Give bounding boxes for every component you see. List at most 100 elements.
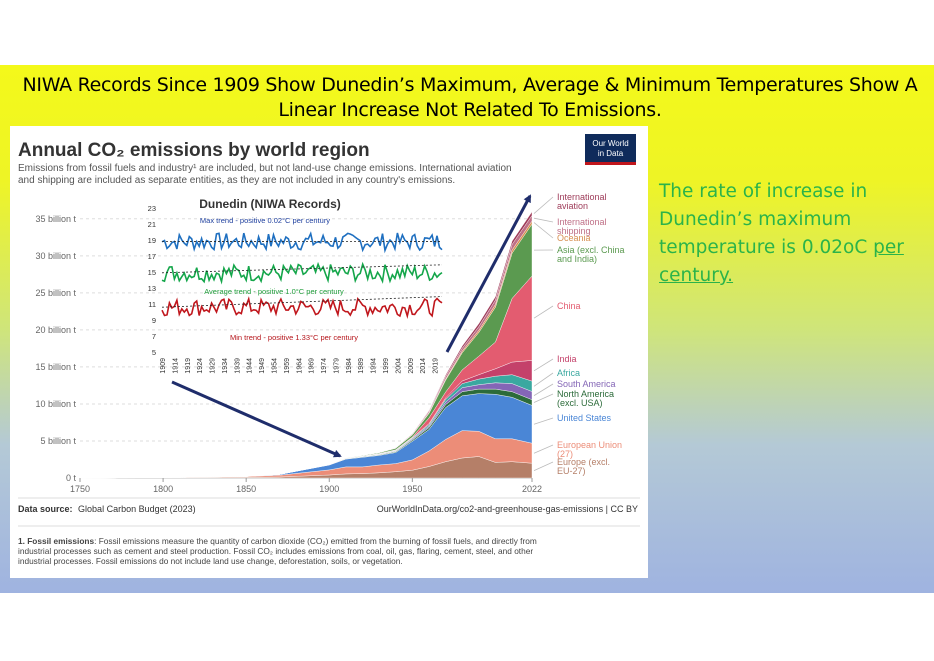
x-tick-label: 1800	[153, 484, 173, 494]
dunedin-inset-chart: Dunedin (NIWA Records) 5 7 9 11 13 15 17 19 21 23…	[148, 197, 443, 374]
inset-trend-average	[161, 264, 443, 274]
inset-x-tick-label: 1984	[346, 358, 353, 374]
inset-x-tick-label: 2014	[420, 358, 427, 374]
inset-y-tick-label: 23	[148, 204, 156, 213]
inset-x-tick-label: 1964	[296, 358, 303, 374]
legend-connector	[533, 222, 554, 239]
inset-x-tick-label: 1999	[383, 358, 390, 374]
inset-x-tick-label: 1944	[247, 358, 254, 374]
inset-x-tick-label: 1974	[321, 358, 328, 374]
legend-china: China	[557, 301, 581, 311]
footnote-text-1: : Fossil emissions measure the quantity …	[94, 536, 537, 546]
inset-line-min	[161, 296, 443, 319]
inset-temperature-lines	[161, 231, 443, 319]
inset-y-tick-label: 7	[152, 332, 156, 341]
x-axis-ticks: 1750 1800 1850 1900 1950 2022	[70, 478, 542, 494]
inset-x-tick-label: 1924	[197, 358, 204, 374]
region-legend: International aviation International shippi…	[533, 192, 625, 476]
inset-x-tick-label: 1919	[185, 358, 192, 374]
legend-connector	[533, 461, 554, 471]
legend-connector	[533, 305, 554, 319]
y-tick-label: 20 billion t	[35, 325, 76, 335]
legend-oceania: Oceania	[557, 233, 591, 243]
footnote-line-1: 1. Fossil emissions: Fossil emissions me…	[18, 536, 537, 546]
x-tick-label: 1850	[236, 484, 256, 494]
inset-y-tick-label: 21	[148, 220, 156, 229]
footnote-line-2: industrial processes such as cement and …	[18, 546, 533, 556]
inset-x-tick-label: 1939	[234, 358, 241, 374]
y-axis-ticks: 0 t 5 billion t 10 billion t 15 billion t 20…	[35, 214, 76, 483]
source-line: Data source: Global Carbon Budget (2023)	[18, 504, 196, 514]
inset-y-tick-label: 9	[152, 316, 156, 325]
x-tick-label: 1900	[319, 484, 339, 494]
inset-y-tick-label: 17	[148, 252, 156, 261]
owid-logo-line-1: Our World	[592, 139, 628, 148]
inset-y-tick-label: 5	[152, 348, 156, 357]
inset-x-tick-label: 1954	[272, 358, 279, 374]
legend-asia-excl-china-and-india: Asia (excl. China and India)	[557, 245, 625, 264]
legend-connector	[533, 217, 554, 223]
inset-x-tick-label: 2009	[408, 358, 415, 374]
legend-international-shipping: International shipping	[557, 217, 607, 236]
inset-x-tick-label: 1929	[210, 358, 217, 374]
inset-x-tick-label: 2004	[395, 358, 402, 374]
side-text-underlined: per century.	[659, 237, 904, 286]
legend-connector	[533, 196, 554, 214]
legend-india: India	[557, 354, 577, 364]
inset-trend-min	[161, 296, 443, 308]
stacked-areas	[79, 211, 533, 479]
legend-connector	[533, 444, 554, 454]
average-trend-annotation: Average trend - positive 1.0°C per centu…	[204, 287, 344, 296]
legend-international-aviation: International aviation	[557, 192, 607, 211]
source-value: Global Carbon Budget (2023)	[78, 504, 196, 514]
arrow-to-1909	[171, 380, 342, 458]
x-tick-label: 2022	[522, 484, 542, 494]
side-annotation: The rate of increase in Dunedin’s maximu…	[659, 178, 919, 290]
inset-x-ticks: 1909 1914 1919 1924 1929 1934 1939 1944 1949 1954…	[160, 358, 440, 374]
legend-connector	[533, 393, 554, 403]
y-tick-label: 5 billion t	[40, 436, 76, 446]
y-tick-label: 25 billion t	[35, 288, 76, 298]
footnote-bold: 1. Fossil emissions	[18, 536, 94, 546]
legend-south-america: South America	[557, 379, 616, 389]
legend-connector	[533, 383, 554, 396]
legend-connector	[533, 372, 554, 387]
min-trend-annotation: Min trend - positive 1.33°C per century	[230, 333, 358, 342]
chart-subtitle-line-1: Emissions from fossil fuels and industry…	[18, 163, 512, 174]
max-trend-annotation: Max trend - positive 0.02°C per century	[200, 216, 330, 225]
inset-x-tick-label: 1909	[160, 358, 167, 374]
y-tick-label: 35 billion t	[35, 214, 76, 224]
inset-y-tick-label: 15	[148, 268, 156, 277]
legend-european-union-27: European Union (27)	[557, 440, 622, 459]
inset-x-tick-label: 1989	[358, 358, 365, 374]
legend-united-states: United States	[557, 413, 612, 423]
legend-europe-excl-eu-27: Europe (excl. EU-27)	[557, 457, 610, 476]
y-tick-label: 15 billion t	[35, 362, 76, 372]
y-tick-label: 10 billion t	[35, 399, 76, 409]
co2-emissions-chart: Annual CO₂ emissions by world region Emi…	[18, 134, 640, 566]
footnote-line-3: industrial processes. Fossil emissions d…	[18, 556, 403, 566]
x-tick-label: 1750	[70, 484, 90, 494]
owid-logo: Our World in Data	[585, 134, 636, 165]
side-text-plain: The rate of increase in Dunedin’s maximu…	[659, 181, 874, 258]
owid-url: OurWorldInData.org/co2-and-greenhouse-ga…	[377, 504, 638, 514]
inset-x-tick-label: 1969	[309, 358, 316, 374]
y-tick-label: 0 t	[66, 473, 77, 483]
inset-line-max	[161, 231, 443, 254]
inset-x-tick-label: 2019	[433, 358, 440, 374]
chart-title: Annual CO₂ emissions by world region	[18, 140, 370, 161]
legend-connector	[533, 358, 554, 372]
inset-y-tick-label: 13	[148, 284, 156, 293]
chart-subtitle-line-2: and shipping are included as separate en…	[18, 175, 455, 186]
slide-title-line-1: NIWA Records Since 1909 Show Dunedin’s M…	[22, 74, 918, 96]
inset-x-tick-label: 1949	[259, 358, 266, 374]
inset-y-tick-label: 11	[148, 300, 156, 309]
arrow-to-2022	[445, 194, 532, 353]
inset-y-tick-label: 19	[148, 236, 156, 245]
legend-connector	[533, 417, 554, 425]
inset-title: Dunedin (NIWA Records)	[199, 197, 341, 211]
chart-panel: Annual CO₂ emissions by world region Emi…	[10, 126, 648, 578]
source-label: Data source:	[18, 504, 73, 514]
y-tick-label: 30 billion t	[35, 251, 76, 261]
slide-title: NIWA Records Since 1909 Show Dunedin’s M…	[20, 73, 920, 123]
